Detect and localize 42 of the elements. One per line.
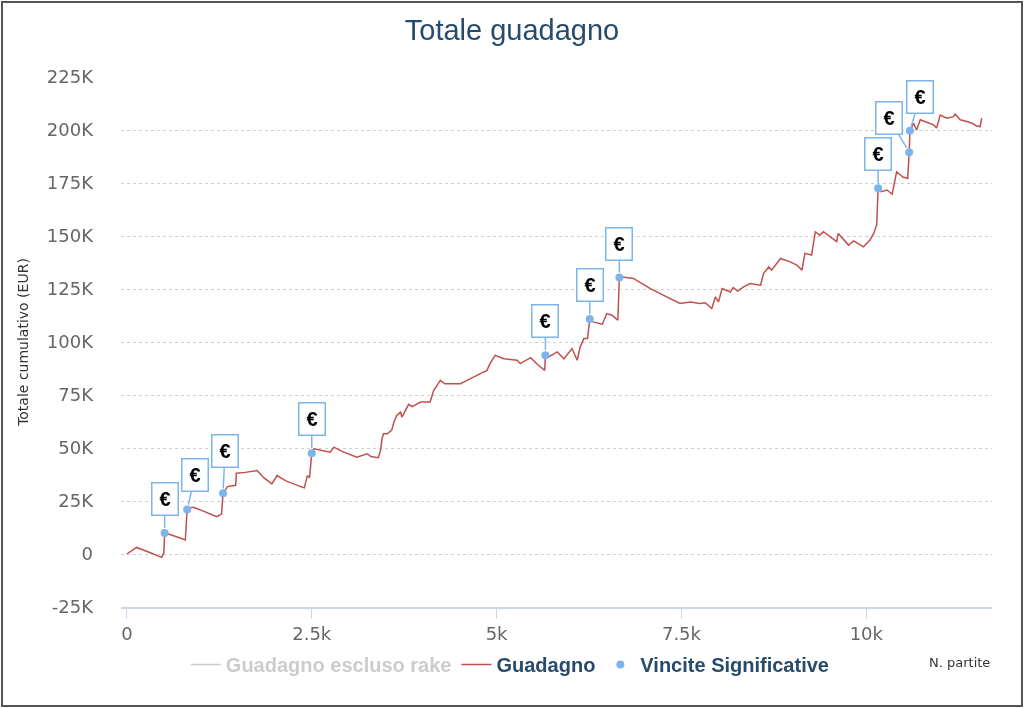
y-tick-label: 175K <box>46 172 95 194</box>
y-axis-title: Totale cumulativo (EUR) <box>15 258 32 427</box>
annotation: € <box>883 107 895 129</box>
point <box>874 184 883 193</box>
x-tick-label: 7.5k <box>661 623 702 645</box>
legend-label: Guadagno <box>496 654 596 677</box>
x-tick-label: 10k <box>849 623 884 645</box>
x-tick-label: 5k <box>485 623 509 645</box>
annotation: € <box>219 440 231 462</box>
annotation: € <box>189 464 201 486</box>
point <box>183 505 192 514</box>
annotation: € <box>159 488 171 510</box>
annotation: € <box>872 143 884 165</box>
y-tick-label: 50K <box>58 437 95 459</box>
y-tick-label: 75K <box>58 384 95 406</box>
annotation: € <box>914 86 926 108</box>
annotation: € <box>306 408 318 430</box>
annotation: € <box>584 274 596 296</box>
y-tick-label: 225K <box>46 66 95 88</box>
y-tick-label: -25K <box>51 596 95 618</box>
x-tick-label: 2.5k <box>292 623 332 645</box>
x-axis-title: N. partite <box>929 655 991 670</box>
annotation: € <box>539 310 551 332</box>
y-tick-label: 150K <box>46 225 95 247</box>
point <box>905 126 914 135</box>
annotation: € <box>613 233 625 255</box>
line-series <box>126 113 983 559</box>
point <box>585 314 594 323</box>
y-tick-label: 125K <box>46 278 95 300</box>
chart-title: Totale guadagno <box>404 14 620 47</box>
point <box>615 273 624 282</box>
x-tick-label: 0 <box>121 623 133 645</box>
y-tick-label: 25K <box>58 490 95 512</box>
y-tick-label: 200K <box>46 119 95 141</box>
point <box>160 529 169 538</box>
point <box>905 148 914 157</box>
y-tick-label: 100K <box>46 331 95 353</box>
legend-label: Vincite Significative <box>640 654 829 677</box>
point <box>219 489 228 498</box>
point <box>541 351 550 360</box>
y-tick-label: 0 <box>81 543 93 565</box>
point <box>307 449 316 458</box>
